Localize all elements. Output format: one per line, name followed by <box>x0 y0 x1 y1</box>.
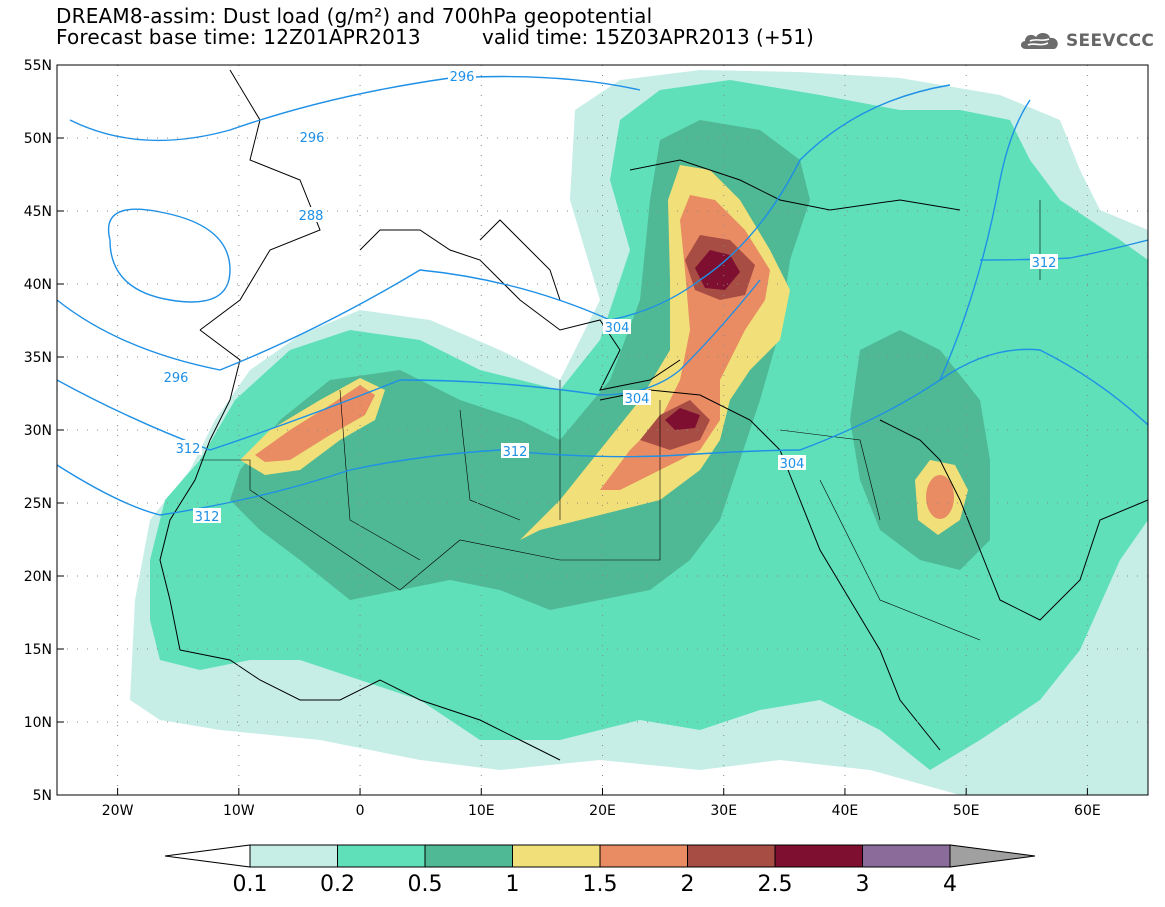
contour-label: 304 <box>623 390 651 407</box>
contour-label: 288 <box>297 207 325 224</box>
logo-text: SEEVCCC <box>1066 31 1155 51</box>
lon-label-10w: 10W <box>223 803 255 819</box>
legend-swatch <box>424 844 513 868</box>
lat-label-30n: 30N <box>24 423 52 439</box>
contour-label-text: 304 <box>605 321 630 336</box>
lat-label-40n: 40N <box>24 277 52 293</box>
legend-low-arrow <box>164 844 251 868</box>
legend-tick-label: 3 <box>856 872 870 897</box>
contour-label: 296 <box>448 68 476 85</box>
contour-label-text: 312 <box>1032 256 1057 271</box>
geopotential-contour <box>108 208 231 303</box>
legend-tick-label: 1.5 <box>583 872 618 897</box>
lat-label-5n: 5N <box>33 788 52 804</box>
contour-label: 304 <box>778 455 806 472</box>
contour-label-text: 288 <box>299 209 324 224</box>
contour-labels: 296 288 296 296 304 304 312 312 312 304 312 <box>162 68 1058 525</box>
contour-label: 312 <box>174 440 202 457</box>
legend-tick-label: 2 <box>681 872 695 897</box>
lat-label-50n: 50N <box>24 131 52 147</box>
map-frame <box>56 64 1149 796</box>
contour-label: 312 <box>1030 254 1058 271</box>
legend-tick-label: 0.2 <box>320 872 355 897</box>
contour-label-text: 304 <box>625 392 650 407</box>
contour-label-text: 312 <box>195 510 220 525</box>
lat-label-15n: 15N <box>24 642 52 658</box>
latitude-labels: 55N 50N 45N 40N 35N 30N 25N 20N 15N 10N 5N <box>24 58 52 804</box>
dust-layer-1.5-west <box>255 385 375 462</box>
lat-label-10n: 10N <box>24 715 52 731</box>
geopotential-contour <box>57 348 1148 516</box>
lon-label-20w: 20W <box>102 803 134 819</box>
legend-swatch <box>249 844 338 868</box>
legend-swatch <box>687 844 776 868</box>
legend-tick-label: 2.5 <box>758 872 793 897</box>
dust-layer-1.5-gulf <box>926 475 954 519</box>
legend-tick-label: 1 <box>506 872 520 897</box>
legend-swatch <box>599 844 688 868</box>
lon-label-30e: 30E <box>710 803 737 819</box>
contour-label: 296 <box>298 129 326 146</box>
dust-field <box>57 65 1148 795</box>
contour-label-text: 304 <box>780 457 805 472</box>
geopotential-contour <box>57 84 951 371</box>
legend-swatch <box>862 844 951 868</box>
dust-layer-2.5 <box>665 250 740 430</box>
contour-label: 304 <box>603 319 631 336</box>
cloud-icon <box>1020 32 1058 49</box>
map-title: DREAM8-assim: Dust load (g/m²) and 700hP… <box>56 4 653 28</box>
contour-label-text: 296 <box>164 371 189 386</box>
lon-label-40e: 40E <box>832 803 859 819</box>
contour-label-text: 312 <box>176 442 201 457</box>
geopotential-contours <box>57 75 1148 516</box>
lat-label-45n: 45N <box>24 204 52 220</box>
lon-label-0: 0 <box>356 803 365 819</box>
forecast-base-time: Forecast base time: 12Z01APR2013 <box>56 25 421 49</box>
legend-tick-label: 0.1 <box>233 872 268 897</box>
contour-label: 312 <box>501 443 529 460</box>
lat-label-55n: 55N <box>24 58 52 74</box>
geopotential-contour <box>979 239 1148 261</box>
lon-label-50e: 50E <box>953 803 980 819</box>
legend-swatch <box>774 844 863 868</box>
legend-swatch <box>337 844 426 868</box>
color-legend: 0.1 0.2 0.5 1 1.5 2 2.5 3 4 <box>164 844 1036 897</box>
lon-label-60e: 60E <box>1074 803 1101 819</box>
coastlines <box>159 69 1148 761</box>
contour-label-text: 312 <box>503 445 528 460</box>
contour-label: 312 <box>193 508 221 525</box>
geopotential-contour <box>69 75 641 142</box>
dust-layer-2 <box>640 235 755 450</box>
seevccc-logo: SEEVCCC <box>1018 28 1154 54</box>
contour-label-text: 296 <box>450 70 475 85</box>
lon-label-10e: 10E <box>468 803 495 819</box>
lat-label-25n: 25N <box>24 496 52 512</box>
lon-label-20e: 20E <box>589 803 616 819</box>
geopotential-contour <box>939 99 1031 381</box>
contour-label-text: 296 <box>300 131 325 146</box>
valid-time: valid time: 15Z03APR2013 (+51) <box>482 25 814 49</box>
lat-label-20n: 20N <box>24 569 52 585</box>
legend-high-arrow <box>949 844 1036 868</box>
contour-label: 296 <box>162 369 190 386</box>
legend-tick-label: 0.5 <box>408 872 443 897</box>
longitude-labels: 20W 10W 0 10E 20E 30E 40E 50E 60E <box>102 803 1101 819</box>
lat-label-35n: 35N <box>24 350 52 366</box>
legend-swatch <box>512 844 601 868</box>
legend-tick-label: 4 <box>943 872 957 897</box>
